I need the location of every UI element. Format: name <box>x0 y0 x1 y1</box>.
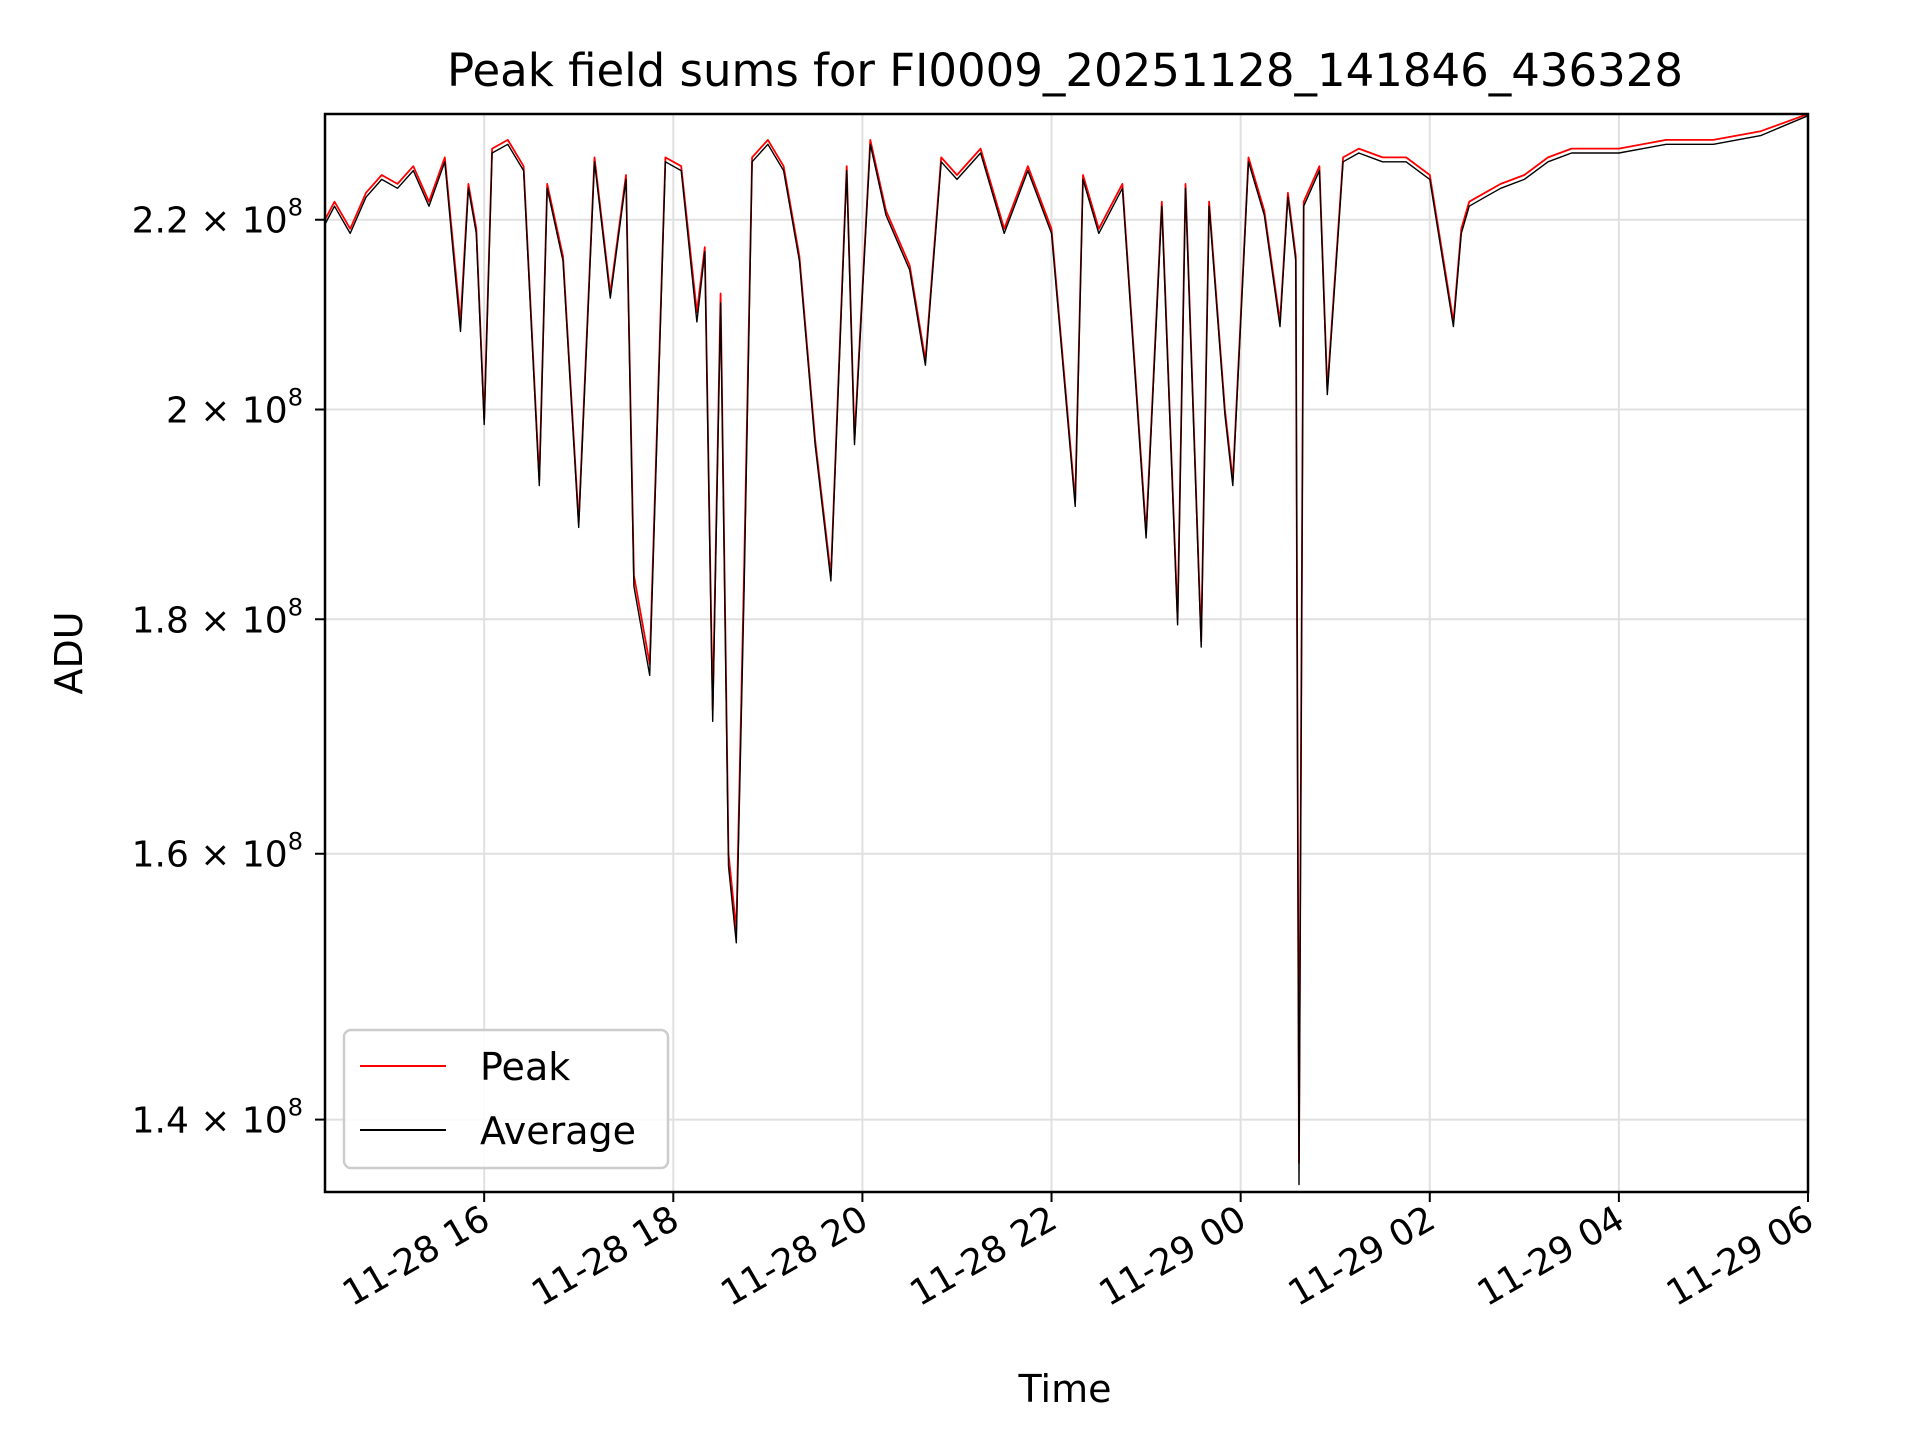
plot-frame <box>323 112 1810 1194</box>
y-tick-exponent: 8 <box>288 383 303 411</box>
svg-text:2.2 × 108: 2.2 × 108 <box>132 194 303 242</box>
y-tick-base: × 10 <box>200 835 287 876</box>
legend-box <box>342 1028 670 1170</box>
legend: Peak Average <box>342 1028 670 1170</box>
y-tick-base: × 10 <box>200 600 287 641</box>
chart-title: Peak field sums for FI0009_20251128_1418… <box>447 44 1683 97</box>
svg-text:1.6 × 108: 1.6 × 108 <box>132 828 303 876</box>
svg-text:2 × 108: 2 × 108 <box>166 383 303 431</box>
y-tick-mantissa: 1.6 <box>132 835 201 876</box>
x-axis-label: Time <box>1018 1367 1112 1411</box>
y-tick-exponent: 8 <box>288 828 303 856</box>
legend-average-label: Average <box>480 1109 636 1153</box>
y-axis-label: ADU <box>47 611 91 694</box>
series-line-average <box>325 115 1808 1186</box>
svg-text:1.4 × 108: 1.4 × 108 <box>132 1094 303 1142</box>
y-tick-label: 1.4 × 108 <box>132 1094 303 1142</box>
series-layer <box>325 114 1808 1186</box>
y-tick-label: 2.2 × 108 <box>132 194 303 242</box>
y-tick-exponent: 8 <box>288 1094 303 1122</box>
y-tick-label: 1.6 × 108 <box>132 828 303 876</box>
y-tick-mantissa: 2 <box>166 390 200 431</box>
y-tick-label: 2 × 108 <box>166 383 303 431</box>
y-tick-mantissa: 1.4 <box>132 1101 201 1142</box>
svg-text:1.8 × 108: 1.8 × 108 <box>132 593 303 641</box>
y-tick-exponent: 8 <box>288 194 303 222</box>
y-tick-mantissa: 2.2 <box>132 201 201 242</box>
y-tick-base: × 10 <box>200 390 287 431</box>
y-tick-base: × 10 <box>200 201 287 242</box>
legend-peak-label: Peak <box>480 1045 570 1089</box>
y-tick-exponent: 8 <box>288 593 303 621</box>
y-tick-label: 1.8 × 108 <box>132 593 303 641</box>
y-tick-base: × 10 <box>200 1101 287 1142</box>
y-tick-mantissa: 1.8 <box>132 600 201 641</box>
